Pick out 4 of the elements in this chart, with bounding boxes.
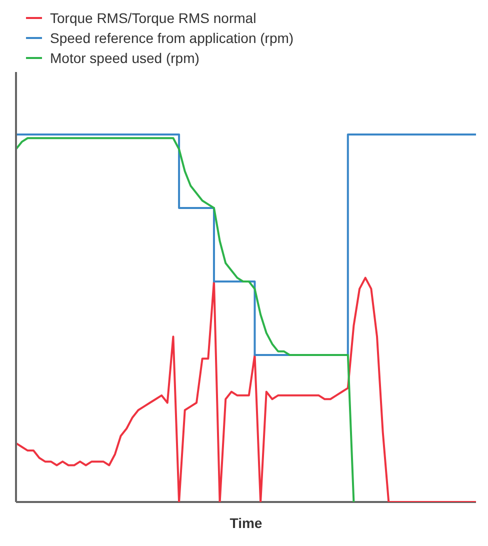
legend-label: Torque RMS/Torque RMS normal (50, 9, 256, 28)
legend-label: Motor speed used (rpm) (50, 49, 200, 68)
x-axis-title: Time (230, 515, 262, 531)
legend-label: Speed reference from application (rpm) (50, 29, 294, 48)
